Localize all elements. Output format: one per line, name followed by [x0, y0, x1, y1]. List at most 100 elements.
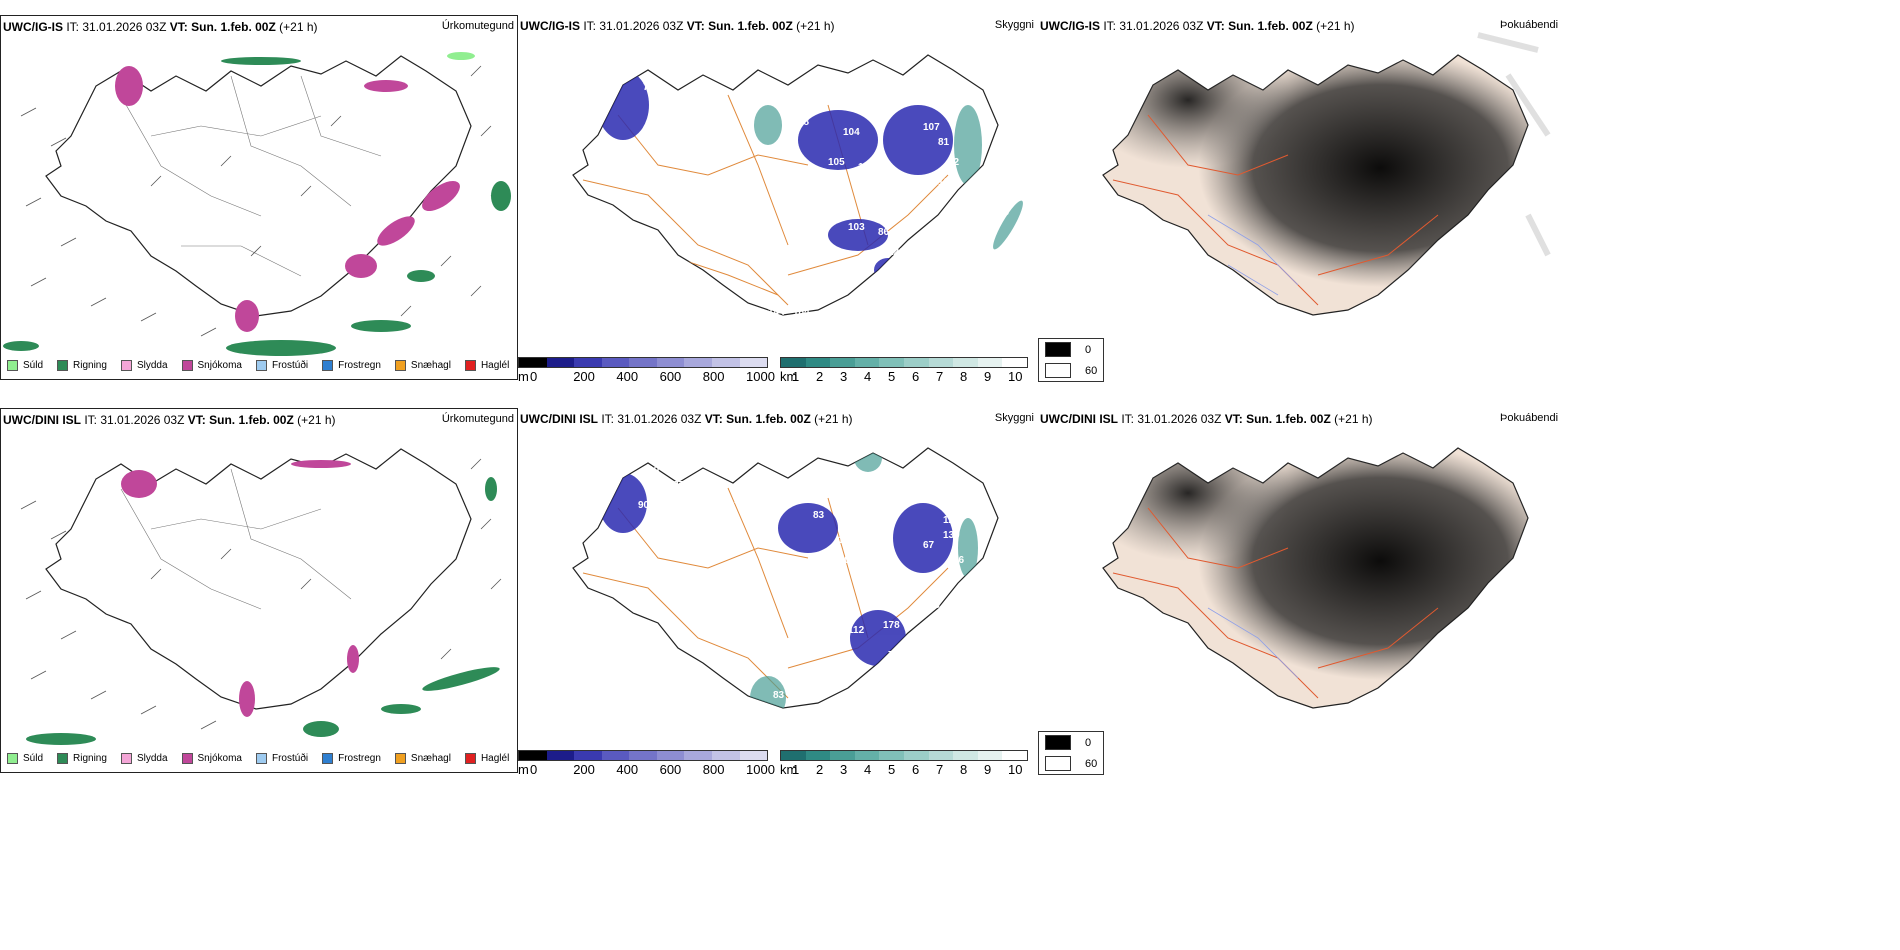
colorbar-tick: 10	[1008, 369, 1023, 384]
legend-item: Rigning	[57, 753, 107, 764]
fog-legend-item: 0	[1039, 732, 1103, 753]
legend-item: Snæhagl	[394, 360, 451, 371]
legend-label: Snæhagl	[410, 753, 451, 764]
fog-legend-item: 0	[1039, 339, 1103, 360]
colorbar-segment	[805, 358, 831, 367]
visibility-panel-top: 13 78 93 97 118 66 95 88 107 81 82 100 105 119 104 103 8…	[518, 15, 1038, 384]
legend-swatch	[394, 753, 406, 764]
colorbar-tick: 600	[659, 762, 682, 777]
colorbar-segment	[739, 751, 768, 760]
fog-legend-label: 0	[1085, 736, 1092, 749]
colorbar-segment	[854, 751, 880, 760]
legend-swatch	[120, 360, 132, 371]
panel-title: UWC/IG-IS IT: 31.01.2026 03Z VT: Sun. 1.…	[3, 20, 318, 34]
legend-label: Snæhagl	[410, 360, 451, 371]
colorbar-tick: 3	[840, 762, 848, 777]
colorbar-tick: 9	[984, 369, 992, 384]
colorbar-segment	[977, 751, 1003, 760]
cloud-base-label: 51	[883, 580, 895, 591]
colorbar-tick: 0	[530, 762, 538, 777]
colorbar-tick: 800	[702, 369, 725, 384]
colorbar-segment	[953, 751, 978, 760]
colorbar-tick: 400	[616, 762, 639, 777]
cloud-base-label: 82	[948, 157, 960, 168]
visibility-panel-bottom: 110 27 185 90 174 72 82 83 140 190 113 122 130 67 96 17…	[518, 408, 1038, 777]
legend-swatch	[255, 753, 267, 764]
legend-label: Súld	[23, 360, 44, 371]
cloud-base-label: 66	[628, 147, 640, 158]
panel-field-title: Þokuábendi	[1500, 19, 1559, 31]
legend-label: Frostregn	[338, 360, 381, 371]
legend-label: Frostúði	[271, 753, 309, 764]
cloud-base-label: 104	[843, 127, 860, 138]
legend-item: Haglél	[464, 753, 509, 764]
cloud-base-label: 103	[923, 600, 940, 611]
visibility-unit: km	[780, 762, 798, 777]
panel-field-title: Skyggni	[994, 19, 1034, 31]
fog-legend-label: 60	[1085, 364, 1098, 377]
cloud-base-label: 174	[683, 525, 700, 536]
cloud-base-label: 95	[908, 77, 920, 88]
colorbar-segment	[903, 751, 929, 760]
cloud-base-label: 83	[813, 510, 825, 521]
colorbar-tick: 8	[960, 369, 968, 384]
colorbar-segment	[601, 358, 630, 367]
colorbar-tick: 4	[864, 369, 872, 384]
height-colorbar: m 0 200 400 600 800 1000	[518, 750, 775, 777]
cloud-base-label: 103	[848, 222, 865, 233]
colorbar-segment	[1002, 751, 1027, 760]
colorbar-segment	[546, 751, 575, 760]
colorbar-segment	[629, 358, 657, 367]
height-unit: m	[518, 369, 529, 384]
cloud-base-label: 27	[673, 480, 685, 491]
cloud-base-label: 86	[878, 227, 890, 238]
colorbar-segment	[830, 751, 855, 760]
legend-item: Frostúði	[255, 360, 309, 371]
colorbar-segment	[711, 358, 740, 367]
cloud-base-label: 113	[873, 475, 890, 486]
legend-label: Haglél	[480, 360, 510, 371]
fog-legend-swatch	[1045, 735, 1071, 750]
panel-field-title: Úrkomutegund	[441, 413, 514, 425]
rain-areas	[26, 477, 500, 745]
legend-swatch	[57, 360, 69, 371]
colorbar-segment	[519, 358, 547, 367]
precip-panel-top: UWC/IG-IS IT: 31.01.2026 03Z VT: Sun. 1.…	[0, 15, 518, 380]
cloud-base-label: 105	[828, 157, 845, 168]
cloud-base-label: 190	[833, 555, 850, 566]
colorbar-segment	[711, 751, 740, 760]
cloud-base-label: 118	[678, 132, 695, 143]
legend-label: Frostúði	[271, 360, 309, 371]
colorbar-tick: 6	[912, 369, 920, 384]
cloud-base-label: 185	[698, 485, 715, 496]
cloud-base-label: 144	[768, 307, 785, 318]
cloud-base-label: 107	[923, 122, 940, 133]
colorbar-segment	[953, 358, 978, 367]
fog-legend-label: 60	[1085, 757, 1098, 770]
legend-swatch	[120, 753, 132, 764]
legend-swatch	[394, 360, 406, 371]
fog-legend-swatch	[1045, 756, 1071, 771]
colorbar-segment	[629, 751, 657, 760]
colorbar-tick: 10	[1008, 762, 1023, 777]
colorbar-segment	[601, 751, 630, 760]
cloud-base-label: 42	[783, 715, 795, 726]
panel-title: UWC/DINI ISL IT: 31.01.2026 03Z VT: Sun.…	[3, 413, 336, 427]
colorbar-tick: 3	[840, 369, 848, 384]
colorbar-segment	[805, 751, 831, 760]
colorbar-tick: 7	[936, 369, 944, 384]
fog-panel-top: UWC/IG-IS IT: 31.01.2026 03Z VT: Sun. 1.…	[1038, 15, 1900, 382]
legend-swatch	[7, 753, 18, 764]
cloud-base-label: 78	[888, 650, 900, 661]
colorbar-tick: 5	[888, 762, 896, 777]
cloud-base-label: 119	[858, 162, 875, 173]
low-cloud-areas	[597, 70, 953, 282]
cloud-base-label: 93	[668, 102, 680, 113]
legend-label: Rigning	[73, 360, 107, 371]
colorbar-segment	[739, 358, 768, 367]
colorbar-segment	[546, 358, 575, 367]
cloud-base-label: 26	[998, 207, 1010, 218]
cloud-base-label: 122	[943, 515, 960, 526]
colorbar-tick: 0	[530, 369, 538, 384]
colorbar-segment	[656, 358, 685, 367]
